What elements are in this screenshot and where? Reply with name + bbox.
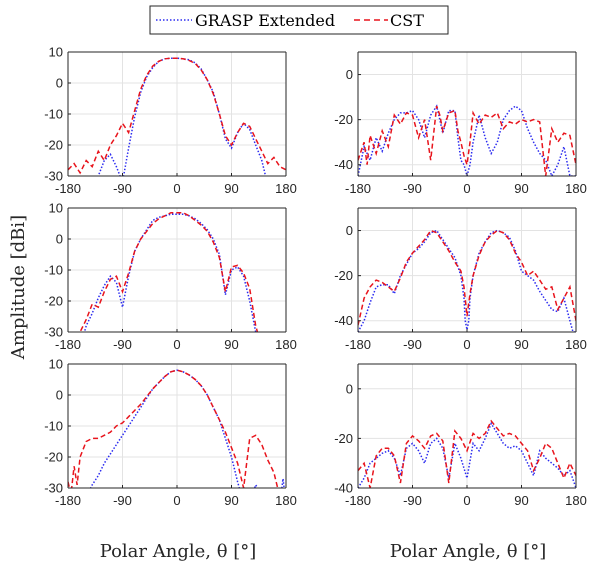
chart-panel-3-1: -180 -90 0 90 180 -30 -20 -10 0 10 xyxy=(44,357,297,509)
chart-panel-1-1: -180 -90 0 90 180 -30 -20 -10 0 10 xyxy=(44,45,297,197)
y-tick-label: -20 xyxy=(334,268,353,283)
x-axis-label-right: Polar Angle, θ [°] xyxy=(390,541,547,562)
chart-panel-2-1: -180 -90 0 90 180 -30 -20 -10 0 10 xyxy=(44,201,297,353)
series-line-grasp xyxy=(358,421,576,488)
x-tick-label: -180 xyxy=(55,493,81,508)
chart-panel-2-2: -180 -90 0 90 180 -40 -20 0 xyxy=(334,207,587,352)
x-tick-label: 0 xyxy=(173,493,180,508)
x-tick-label: -90 xyxy=(113,181,132,196)
y-tick-label: 10 xyxy=(49,357,63,372)
x-tick-label: 180 xyxy=(565,493,587,508)
y-tick-label: 0 xyxy=(56,388,63,403)
series-group xyxy=(358,104,576,176)
series-line-cst xyxy=(68,369,279,488)
y-tick-label: -30 xyxy=(44,169,63,184)
x-tick-label: 90 xyxy=(514,493,528,508)
y-tick-label: -20 xyxy=(334,431,353,446)
series-group xyxy=(358,419,576,488)
x-tick-label: 180 xyxy=(275,181,297,196)
series-group xyxy=(79,211,259,332)
x-tick-label: 0 xyxy=(463,493,470,508)
y-tick-label: -10 xyxy=(44,263,63,278)
series-line-cst xyxy=(68,57,286,175)
series-line-cst xyxy=(358,229,576,326)
x-tick-label: -180 xyxy=(345,337,371,352)
x-tick-label: 0 xyxy=(463,337,470,352)
y-tick-label: -40 xyxy=(334,313,353,328)
y-tick-label: 10 xyxy=(49,201,63,216)
x-tick-label: 90 xyxy=(224,493,238,508)
y-tick-label: -10 xyxy=(44,107,63,122)
y-tick-label: 0 xyxy=(346,67,353,82)
x-tick-label: 180 xyxy=(275,493,297,508)
y-tick-label: 0 xyxy=(56,232,63,247)
x-tick-label: -180 xyxy=(55,181,81,196)
y-tick-label: -20 xyxy=(44,294,63,309)
y-tick-label: 0 xyxy=(346,223,353,238)
x-tick-label: -180 xyxy=(345,493,371,508)
y-tick-label: 0 xyxy=(346,381,353,396)
series-group xyxy=(68,57,286,176)
y-tick-label: 10 xyxy=(49,45,63,60)
x-tick-label: 90 xyxy=(224,337,238,352)
x-tick-label: -90 xyxy=(403,181,422,196)
y-tick-label: -10 xyxy=(44,419,63,434)
x-tick-label: 90 xyxy=(514,181,528,196)
legend-cst-label: CST xyxy=(390,11,424,30)
x-tick-label: 90 xyxy=(224,181,238,196)
legend: GRASP Extended CST xyxy=(149,5,449,35)
x-tick-label: 180 xyxy=(565,337,587,352)
series-line-cst xyxy=(79,211,259,332)
x-tick-label: -180 xyxy=(55,337,81,352)
x-tick-label: -180 xyxy=(345,181,371,196)
y-tick-label: -40 xyxy=(334,481,353,496)
y-tick-label: -30 xyxy=(44,481,63,496)
x-tick-label: -90 xyxy=(403,337,422,352)
y-tick-label: -40 xyxy=(334,157,353,172)
series-group xyxy=(358,229,576,332)
x-tick-label: 90 xyxy=(514,337,528,352)
y-tick-label: -20 xyxy=(334,112,353,127)
x-tick-label: -90 xyxy=(113,337,132,352)
legend-box xyxy=(149,5,449,35)
x-axis-label-left: Polar Angle, θ [°] xyxy=(100,541,257,562)
series-line-grasp xyxy=(358,104,576,176)
chart-panel-3-2: -180 -90 0 90 180 -40 -20 0 xyxy=(334,363,587,508)
y-axis-label: Amplitude [dBi] xyxy=(8,215,29,360)
x-tick-label: 0 xyxy=(463,181,470,196)
x-tick-label: 180 xyxy=(565,181,587,196)
x-tick-label: -90 xyxy=(403,493,422,508)
series-group xyxy=(68,369,285,488)
y-tick-label: 0 xyxy=(56,76,63,91)
y-tick-label: -30 xyxy=(44,325,63,340)
x-tick-label: 0 xyxy=(173,337,180,352)
chart-panel-1-2: -180 -90 0 90 180 -40 -20 0 xyxy=(334,51,587,196)
x-tick-label: 180 xyxy=(275,337,297,352)
panels: -180 -90 0 90 180 -30 -20 -10 0 10 -180 -90 0 90 180 -4… xyxy=(44,45,587,509)
x-tick-label: -90 xyxy=(113,493,132,508)
legend-grasp-label: GRASP Extended xyxy=(195,11,335,30)
series-line-cst xyxy=(358,419,576,488)
series-line-grasp xyxy=(358,229,576,332)
y-tick-label: -20 xyxy=(44,450,63,465)
x-tick-label: 0 xyxy=(173,181,180,196)
y-tick-label: -20 xyxy=(44,138,63,153)
